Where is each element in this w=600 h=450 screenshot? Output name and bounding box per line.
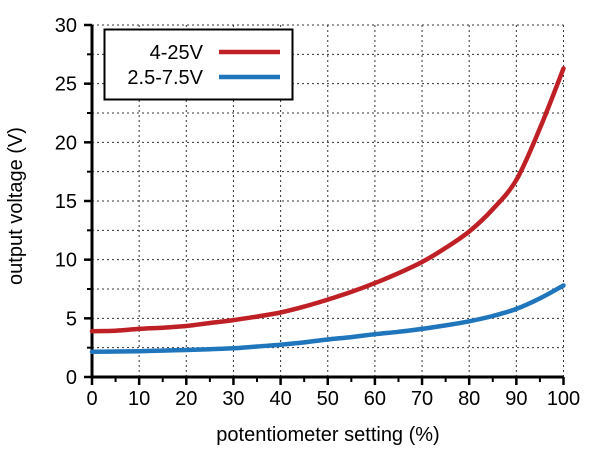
y-tick-label: 20 [55, 132, 77, 154]
series-curves [89, 66, 566, 355]
x-tick-label: 70 [411, 388, 433, 410]
axes [84, 23, 565, 385]
x-tick-label: 50 [317, 388, 339, 410]
x-tick-label: 0 [86, 388, 97, 410]
x-tick-label: 40 [269, 388, 291, 410]
x-tick-label: 90 [505, 388, 527, 410]
grid-lines [92, 24, 564, 377]
x-tick-label: 20 [175, 388, 197, 410]
tick-labels: 0 10 20 30 40 50 60 70 80 90 100 0 5 10 15 20 25 30 [55, 15, 580, 410]
y-tick-label: 5 [66, 308, 77, 330]
y-tick-label: 10 [55, 250, 77, 272]
series-curve-4-25v [89, 66, 566, 334]
legend: 4-25V 2.5-7.5V [103, 28, 294, 101]
y-tick-label: 25 [55, 74, 77, 96]
x-tick-label: 60 [364, 388, 386, 410]
legend-label-series-2: 2.5-7.5V [127, 67, 203, 89]
legend-label-series-1: 4-25V [150, 42, 204, 64]
x-axis-title: potentiometer setting (%) [216, 424, 439, 446]
y-axis-title: output voltage (V) [5, 127, 27, 285]
series-curve-2.5-7.5v [89, 283, 566, 355]
x-tick-label: 100 [547, 388, 580, 410]
y-tick-label: 30 [55, 15, 77, 37]
x-tick-label: 80 [458, 388, 480, 410]
x-tick-label: 30 [222, 388, 244, 410]
legend-box [103, 28, 294, 101]
y-tick-label: 0 [66, 367, 77, 389]
x-tick-label: 10 [128, 388, 150, 410]
y-tick-label: 15 [55, 191, 77, 213]
